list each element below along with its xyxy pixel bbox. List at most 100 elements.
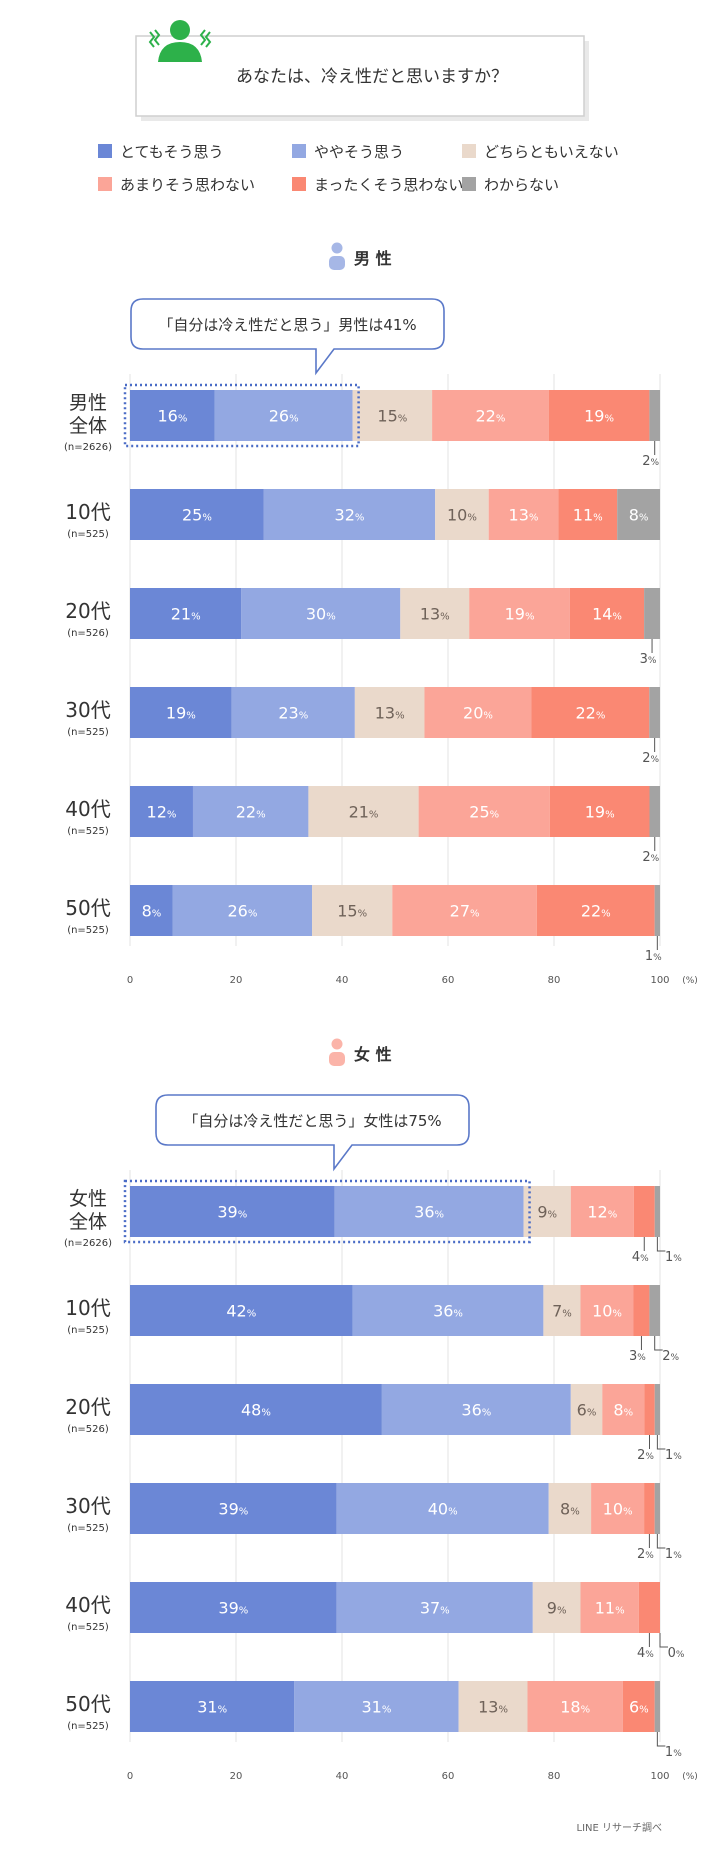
bar-row: 50代 (n=525) 31% 31% 13% 18% 6% 1% bbox=[65, 1681, 682, 1760]
callout-text: 「自分は冷え性だと思う」女性は75% bbox=[183, 1112, 441, 1130]
data-label: 3% bbox=[640, 652, 657, 667]
bar-segment bbox=[580, 1582, 639, 1633]
data-label: 22% bbox=[575, 704, 605, 723]
data-label: 21% bbox=[171, 605, 201, 624]
bar-segment bbox=[569, 588, 645, 639]
data-label: 15% bbox=[337, 902, 367, 921]
data-label: 2% bbox=[642, 850, 659, 865]
bar-segment bbox=[549, 786, 650, 837]
data-label: 37% bbox=[420, 1599, 450, 1618]
data-label: 10% bbox=[447, 506, 477, 525]
bar-segment bbox=[334, 1186, 524, 1237]
bar-segment bbox=[591, 1483, 645, 1534]
data-label: 8% bbox=[613, 1401, 633, 1420]
icon-head bbox=[170, 20, 190, 40]
data-label: 19% bbox=[584, 407, 614, 426]
data-label: 25% bbox=[182, 506, 212, 525]
data-label: 11% bbox=[595, 1599, 625, 1618]
bar-segment bbox=[580, 1285, 634, 1336]
leader-line bbox=[659, 1633, 668, 1648]
data-label: 16% bbox=[157, 407, 187, 426]
data-label: 0% bbox=[668, 1646, 685, 1661]
bar-segment bbox=[654, 1483, 660, 1534]
bar-segment bbox=[130, 786, 193, 837]
data-label: 8% bbox=[629, 506, 649, 525]
bar-row: 40代 (n=525) 39% 37% 9% 11% 4% 0% bbox=[65, 1582, 685, 1661]
leader-line bbox=[656, 1237, 666, 1252]
bar-segment bbox=[130, 1285, 353, 1336]
data-label: 20% bbox=[463, 704, 493, 723]
bar-segment bbox=[654, 1384, 660, 1435]
bar-row: 30代 (n=525) 39% 40% 8% 10% 2% 1% bbox=[65, 1483, 682, 1562]
bar-segment bbox=[130, 687, 232, 738]
axis-tick-label: 80 bbox=[548, 1771, 561, 1782]
data-label: 25% bbox=[469, 803, 499, 822]
row-label: 20代 bbox=[65, 1395, 110, 1419]
bar-segment bbox=[294, 1681, 459, 1732]
axis-unit: (%) bbox=[682, 976, 698, 986]
data-label: 22% bbox=[581, 902, 611, 921]
data-label: 13% bbox=[509, 506, 539, 525]
bar-segment bbox=[308, 786, 419, 837]
bar-segment bbox=[424, 687, 532, 738]
bar-row: 10代 (n=525) 25% 32% 10% 13% 11% 8% bbox=[65, 489, 660, 540]
row-n: (n=525) bbox=[67, 1721, 109, 1732]
bar-segment bbox=[617, 489, 660, 540]
legend-swatch bbox=[292, 144, 306, 158]
data-label: 21% bbox=[349, 803, 379, 822]
data-label: 26% bbox=[227, 902, 257, 921]
bar-segment bbox=[649, 390, 660, 441]
data-label: 2% bbox=[662, 1349, 679, 1364]
bar-segment bbox=[336, 1483, 549, 1534]
data-label: 1% bbox=[665, 1250, 682, 1265]
shivering-person-icon bbox=[148, 20, 212, 62]
data-label: 26% bbox=[269, 407, 299, 426]
callout-bubble bbox=[130, 298, 445, 376]
axis-unit: (%) bbox=[682, 1772, 698, 1782]
bar-segment bbox=[130, 1483, 337, 1534]
data-label: 36% bbox=[461, 1401, 491, 1420]
bar-segment bbox=[352, 390, 433, 441]
data-label: 15% bbox=[377, 407, 407, 426]
data-label: 1% bbox=[665, 1547, 682, 1562]
bar-row: 50代 (n=525) 8% 26% 15% 27% 22% 1% bbox=[65, 885, 662, 964]
bar-segment bbox=[638, 1582, 660, 1633]
row-n: (n=525) bbox=[67, 1325, 109, 1336]
bar-segment bbox=[654, 1681, 660, 1732]
data-label: 10% bbox=[603, 1500, 633, 1519]
bar-segment bbox=[527, 1681, 623, 1732]
data-label: 8% bbox=[560, 1500, 580, 1519]
legend-label: とてもそう思う bbox=[120, 143, 224, 161]
panel-title: 男 性 bbox=[354, 249, 392, 268]
row-label: 全体 bbox=[69, 1211, 107, 1233]
bar-segment bbox=[130, 1384, 382, 1435]
icon-shiver-right bbox=[199, 29, 212, 48]
row-n: (n=526) bbox=[67, 628, 109, 639]
data-label: 1% bbox=[665, 1745, 682, 1760]
icon-body bbox=[158, 42, 202, 62]
data-label: 31% bbox=[197, 1698, 227, 1717]
data-label: 12% bbox=[587, 1203, 617, 1222]
data-label: 13% bbox=[375, 704, 405, 723]
bar-segment bbox=[130, 1186, 335, 1237]
bar-segment bbox=[558, 489, 618, 540]
bar-segment bbox=[469, 588, 570, 639]
data-label: 1% bbox=[665, 1448, 682, 1463]
data-label: 40% bbox=[428, 1500, 458, 1519]
bar-segment bbox=[654, 885, 660, 936]
bar-segment bbox=[354, 687, 425, 738]
data-label: 10% bbox=[592, 1302, 622, 1321]
data-label: 23% bbox=[278, 704, 308, 723]
bar-segment bbox=[649, 687, 660, 738]
highlight-box bbox=[123, 1179, 531, 1244]
leader-line bbox=[656, 1732, 666, 1747]
bar-segment bbox=[400, 588, 470, 639]
legend-label: わからない bbox=[484, 176, 559, 194]
gender-person-icon bbox=[331, 242, 343, 254]
bar-segment bbox=[548, 390, 650, 441]
bar-segment bbox=[130, 588, 242, 639]
row-label: 40代 bbox=[65, 797, 110, 821]
